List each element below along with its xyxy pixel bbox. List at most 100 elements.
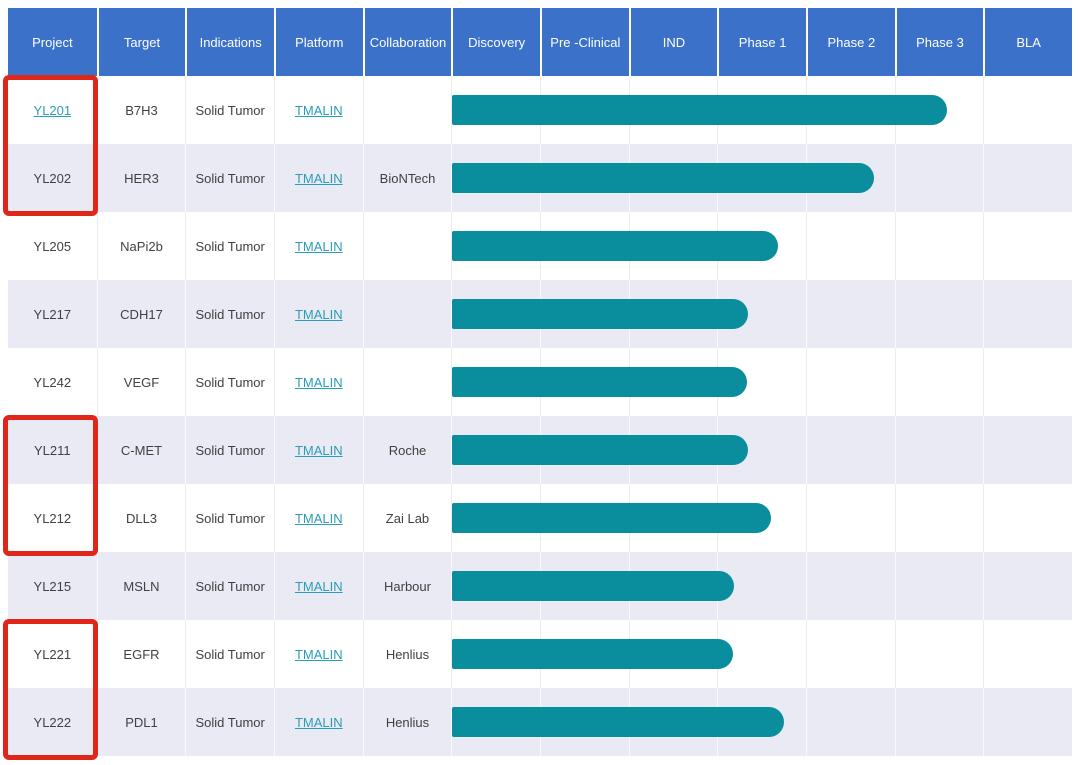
column-header-phase2: Phase 2 xyxy=(805,8,895,76)
phase-cell xyxy=(805,416,895,484)
indications-cell: Solid Tumor xyxy=(185,620,274,688)
phase-cell xyxy=(983,688,1072,756)
platform-link[interactable]: TMALIN xyxy=(294,374,343,390)
project-cell: YL205 xyxy=(33,238,72,254)
phase-cell xyxy=(805,348,895,416)
phase-cell xyxy=(894,280,984,348)
platform-cell: TMALIN xyxy=(273,620,363,688)
phase-cell xyxy=(894,688,984,756)
table-row: YL242 VEGF Solid Tumor TMALIN xyxy=(8,348,1072,416)
platform-cell: TMALIN xyxy=(273,348,363,416)
collaboration-cell xyxy=(362,280,452,348)
platform-link[interactable]: TMALIN xyxy=(294,578,343,594)
collaboration-cell: Roche xyxy=(362,416,452,484)
phase-cell xyxy=(894,416,984,484)
table-row: YL202 HER3 Solid Tumor TMALIN BioNTech xyxy=(8,144,1072,212)
column-header-bla: BLA xyxy=(983,8,1072,76)
phase-cell xyxy=(894,484,984,552)
phase-cell xyxy=(983,416,1072,484)
collaboration-cell: BioNTech xyxy=(362,144,452,212)
indications-cell: Solid Tumor xyxy=(185,76,274,144)
indications-cell: Solid Tumor xyxy=(185,144,274,212)
pipeline-table: Project Target Indications Platform Coll… xyxy=(8,8,1072,756)
collaboration-cell: Henlius xyxy=(362,620,452,688)
phase-cell xyxy=(983,144,1072,212)
progress-bar xyxy=(452,95,947,125)
table-row: YL215 MSLN Solid Tumor TMALIN Harbour xyxy=(8,552,1072,620)
target-cell: EGFR xyxy=(96,620,186,688)
target-cell: VEGF xyxy=(96,348,186,416)
target-cell: C-MET xyxy=(96,416,186,484)
phase-cell xyxy=(451,76,540,144)
phase-cell xyxy=(894,348,984,416)
phase-cell xyxy=(805,280,895,348)
phase-cell xyxy=(451,484,540,552)
collaboration-cell xyxy=(362,76,452,144)
phase-cell xyxy=(983,280,1072,348)
target-cell: DLL3 xyxy=(96,484,186,552)
indications-cell: Solid Tumor xyxy=(185,212,274,280)
platform-cell: TMALIN xyxy=(273,552,363,620)
platform-cell: TMALIN xyxy=(273,212,363,280)
project-cell: YL212 xyxy=(33,510,72,526)
column-header-phase1: Phase 1 xyxy=(717,8,806,76)
progress-bar xyxy=(452,163,874,193)
project-cell: YL215 xyxy=(33,578,72,594)
collaboration-cell: Zai Lab xyxy=(362,484,452,552)
progress-bar xyxy=(452,231,779,261)
indications-cell: Solid Tumor xyxy=(185,552,274,620)
platform-cell: TMALIN xyxy=(273,144,363,212)
phase-cell xyxy=(805,212,895,280)
table-row: YL212 DLL3 Solid Tumor TMALIN Zai Lab xyxy=(8,484,1072,552)
table-row: YL211 C-MET Solid Tumor TMALIN Roche xyxy=(8,416,1072,484)
target-cell: NaPi2b xyxy=(96,212,186,280)
indications-cell: Solid Tumor xyxy=(185,416,274,484)
project-cell: YL221 xyxy=(33,646,72,662)
project-cell: YL222 xyxy=(33,714,72,730)
collaboration-cell: Harbour xyxy=(362,552,452,620)
phase-cell xyxy=(983,348,1072,416)
platform-link[interactable]: TMALIN xyxy=(294,646,343,662)
platform-cell: TMALIN xyxy=(273,484,363,552)
platform-link[interactable]: TMALIN xyxy=(294,238,343,254)
collaboration-cell xyxy=(362,212,452,280)
column-header-target: Target xyxy=(96,8,186,76)
column-header-platform: Platform xyxy=(273,8,363,76)
platform-link[interactable]: TMALIN xyxy=(294,306,343,322)
target-cell: PDL1 xyxy=(96,688,186,756)
platform-link[interactable]: TMALIN xyxy=(294,510,343,526)
target-cell: CDH17 xyxy=(96,280,186,348)
column-header-collaboration: Collaboration xyxy=(362,8,452,76)
phase-cell xyxy=(894,620,984,688)
phase-cell xyxy=(451,212,540,280)
phase-cell xyxy=(805,484,895,552)
phase-cell xyxy=(805,620,895,688)
platform-cell: TMALIN xyxy=(273,416,363,484)
platform-link[interactable]: TMALIN xyxy=(294,170,343,186)
phase-cell xyxy=(894,144,984,212)
platform-cell: TMALIN xyxy=(273,280,363,348)
platform-link[interactable]: TMALIN xyxy=(294,102,343,118)
phase-cell xyxy=(451,620,540,688)
phase-cell xyxy=(983,484,1072,552)
platform-link[interactable]: TMALIN xyxy=(294,442,343,458)
phase-cell xyxy=(894,552,984,620)
indications-cell: Solid Tumor xyxy=(185,280,274,348)
phase-cell xyxy=(805,688,895,756)
indications-cell: Solid Tumor xyxy=(185,688,274,756)
project-cell: YL202 xyxy=(33,170,72,186)
platform-link[interactable]: TMALIN xyxy=(294,714,343,730)
platform-cell: TMALIN xyxy=(273,688,363,756)
project-link[interactable]: YL201 xyxy=(33,102,72,118)
phase-cell xyxy=(983,552,1072,620)
table-row: YL222 PDL1 Solid Tumor TMALIN Henlius xyxy=(8,688,1072,756)
indications-cell: Solid Tumor xyxy=(185,348,274,416)
target-cell: B7H3 xyxy=(96,76,186,144)
table-row: YL205 NaPi2b Solid Tumor TMALIN xyxy=(8,212,1072,280)
progress-bar xyxy=(452,367,747,397)
platform-cell: TMALIN xyxy=(273,76,363,144)
project-cell: YL242 xyxy=(33,374,72,390)
progress-bar xyxy=(452,503,771,533)
table-header-row: Project Target Indications Platform Coll… xyxy=(8,8,1072,76)
